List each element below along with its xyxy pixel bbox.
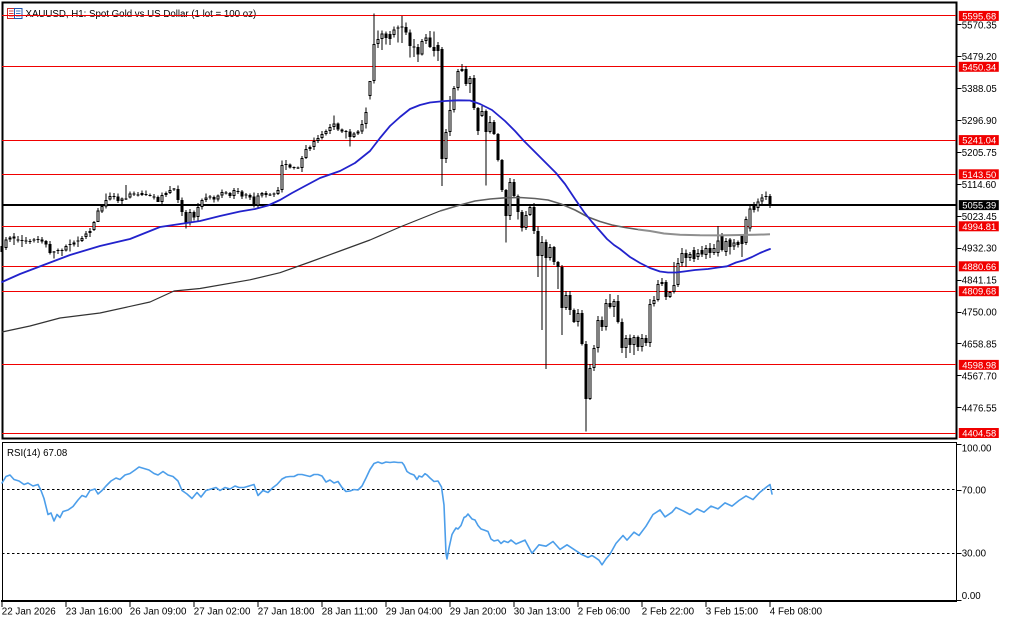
svg-text:2 Feb 22:00: 2 Feb 22:00 <box>642 607 695 618</box>
svg-text:2 Feb 06:00: 2 Feb 06:00 <box>578 607 631 618</box>
svg-text:27 Jan 18:00: 27 Jan 18:00 <box>258 607 315 618</box>
svg-text:3 Feb 15:00: 3 Feb 15:00 <box>706 607 759 618</box>
svg-text:4 Feb 08:00: 4 Feb 08:00 <box>770 607 823 618</box>
svg-text:XAUUSD, H1: Spot Gold vs US D: XAUUSD, H1: Spot Gold vs US Dollar (1 lo… <box>26 9 257 20</box>
svg-text:4841.15: 4841.15 <box>962 276 997 287</box>
svg-text:5296.90: 5296.90 <box>962 116 998 127</box>
svg-text:29 Jan 20:00: 29 Jan 20:00 <box>450 607 507 618</box>
svg-text:5388.05: 5388.05 <box>962 84 997 95</box>
svg-text:5450.34: 5450.34 <box>962 61 996 72</box>
svg-text:5114.60: 5114.60 <box>962 180 997 191</box>
svg-text:30.00: 30.00 <box>962 549 987 560</box>
svg-text:4880.66: 4880.66 <box>962 261 996 272</box>
svg-text:23 Jan 16:00: 23 Jan 16:00 <box>66 607 123 618</box>
svg-text:28 Jan 11:00: 28 Jan 11:00 <box>322 607 378 618</box>
svg-text:27 Jan 02:00: 27 Jan 02:00 <box>194 607 251 618</box>
svg-text:5205.75: 5205.75 <box>962 148 997 159</box>
svg-text:4598.98: 4598.98 <box>962 359 996 370</box>
svg-text:5143.50: 5143.50 <box>962 169 996 180</box>
svg-text:70.00: 70.00 <box>962 486 987 497</box>
svg-text:4567.70: 4567.70 <box>962 371 998 382</box>
svg-text:5055.39: 5055.39 <box>962 200 996 211</box>
svg-text:4476.55: 4476.55 <box>962 403 997 414</box>
svg-text:22 Jan 2026: 22 Jan 2026 <box>2 607 56 618</box>
svg-text:26 Jan 09:00: 26 Jan 09:00 <box>130 607 187 618</box>
svg-text:5241.04: 5241.04 <box>962 135 996 146</box>
svg-text:29 Jan 04:00: 29 Jan 04:00 <box>386 607 443 618</box>
svg-text:5570.35: 5570.35 <box>962 20 997 31</box>
svg-text:4404.58: 4404.58 <box>962 428 996 439</box>
svg-text:4809.68: 4809.68 <box>962 286 996 297</box>
svg-text:0.00: 0.00 <box>962 591 981 602</box>
svg-text:4658.85: 4658.85 <box>962 340 997 351</box>
svg-text:5023.45: 5023.45 <box>962 212 997 223</box>
svg-text:100.00: 100.00 <box>962 444 992 455</box>
svg-text:4750.00: 4750.00 <box>962 308 998 319</box>
svg-text:30 Jan 13:00: 30 Jan 13:00 <box>514 607 571 618</box>
svg-text:5479.20: 5479.20 <box>962 52 998 63</box>
svg-text:5595.68: 5595.68 <box>962 10 996 21</box>
svg-text:4994.81: 4994.81 <box>962 221 996 232</box>
svg-text:4932.30: 4932.30 <box>962 244 998 255</box>
svg-text:RSI(14) 67.08: RSI(14) 67.08 <box>7 448 67 459</box>
